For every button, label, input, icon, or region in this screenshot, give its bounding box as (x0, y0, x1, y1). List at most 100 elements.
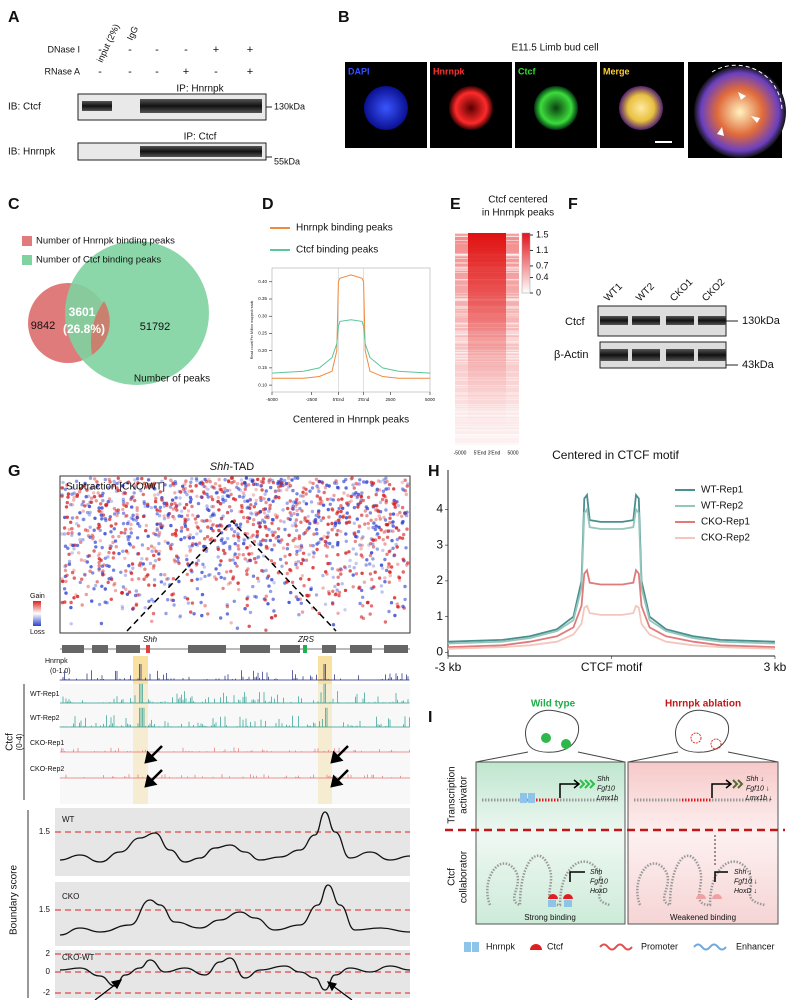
hic-dot (257, 522, 261, 526)
hic-dot (361, 498, 365, 503)
condition: Wild type (531, 699, 576, 710)
sign: - (128, 66, 132, 78)
hic-dot (273, 513, 278, 517)
colorbar-tick-label: 1.5 (536, 229, 549, 239)
ib-label: IB: Hnrnpk (8, 147, 56, 158)
gene (350, 645, 372, 653)
hic-dot (96, 483, 100, 487)
colorbar-label: Gain (30, 593, 45, 600)
hic-dot (269, 559, 274, 563)
hic-dot (312, 532, 316, 536)
hic-dot (174, 496, 178, 500)
heatmap-signal (468, 233, 506, 445)
hic-dot (236, 581, 240, 585)
hic-dot (219, 559, 223, 563)
hic-dot (66, 546, 70, 550)
tick-label: -2 (43, 988, 51, 997)
hic-dot (322, 534, 326, 539)
hic-dot (149, 544, 154, 548)
hic-dot (403, 584, 407, 589)
channel-label: Ctcf (518, 66, 537, 76)
hic-dot (283, 554, 287, 558)
hic-dot (314, 477, 319, 481)
hic-dot (159, 524, 163, 528)
hic-dot (130, 577, 134, 582)
panel-label: B (338, 9, 350, 26)
hic-dot (188, 500, 193, 504)
hic-dot (223, 551, 227, 555)
hic-dot (401, 557, 405, 561)
hic-dot (311, 555, 316, 559)
hic-dot (89, 486, 93, 491)
hic-dot (131, 517, 135, 521)
role-label: Transcription (447, 766, 458, 823)
hic-dot (91, 491, 96, 495)
hic-dot (354, 491, 358, 495)
hic-dot (264, 515, 268, 519)
legend-hnrnpk (464, 942, 471, 952)
hic-dot (326, 531, 330, 535)
hic-dot (245, 499, 250, 503)
hic-dot (344, 532, 348, 536)
hic-dot (294, 524, 298, 528)
hic-dot (371, 538, 375, 542)
hic-dot (109, 524, 114, 528)
sign: - (214, 66, 218, 78)
hic-dot (246, 567, 250, 571)
marker-label: 130kDa (274, 101, 305, 111)
hic-dot (105, 563, 109, 568)
hic-dot (265, 533, 269, 538)
hic-dot (219, 575, 223, 580)
hic-dot (237, 552, 241, 557)
hic-dot (385, 535, 390, 539)
hic-dot (195, 587, 200, 591)
hic-dot (188, 484, 192, 488)
hic-dot (270, 478, 275, 483)
hic-dot (194, 477, 199, 481)
hic-dot (289, 569, 293, 573)
hic-dot (92, 549, 96, 553)
limb-bud (690, 732, 702, 744)
hic-dot (294, 545, 298, 549)
hic-dot (83, 528, 88, 532)
hic-dot (226, 582, 231, 586)
hic-dot (344, 486, 348, 490)
hic-dot (381, 537, 385, 542)
hic-dot (390, 538, 394, 543)
hic-dot (368, 541, 373, 546)
hic-dot (401, 604, 405, 609)
hic-dot (170, 498, 175, 502)
hic-dot (135, 506, 139, 510)
locus-label: Shh (143, 635, 158, 644)
hic-dot (214, 577, 218, 581)
gene-label: Shh (597, 776, 610, 783)
hic-dot (404, 546, 408, 550)
hic-dot (260, 495, 264, 500)
hic-dot (297, 545, 301, 549)
hic-dot (131, 566, 135, 570)
hic-dot (336, 553, 340, 557)
hic-dot (88, 476, 93, 480)
band (666, 316, 694, 325)
panel-label: A (8, 9, 20, 26)
legend-label: WT-Rep1 (701, 485, 744, 496)
legend-label: Hnrnpk binding peaks (296, 223, 393, 234)
hic-dot (391, 520, 395, 524)
hic-dot (62, 532, 67, 536)
hic-dot (370, 577, 374, 582)
tss-arrow (559, 779, 581, 798)
hic-dot (291, 538, 295, 543)
hic-dot (97, 509, 101, 513)
band (140, 99, 262, 113)
hic-dot (264, 546, 269, 550)
hic-dot (162, 504, 167, 508)
treatment-label: RNase A (44, 66, 80, 76)
hic-dot (85, 560, 90, 564)
hic-dot (185, 527, 190, 532)
hic-dot (267, 497, 271, 502)
hic-dot (314, 593, 319, 597)
hic-dot (138, 524, 142, 528)
hic-dot (290, 524, 295, 528)
hic-dot (235, 564, 239, 568)
hic-dot (274, 494, 278, 499)
